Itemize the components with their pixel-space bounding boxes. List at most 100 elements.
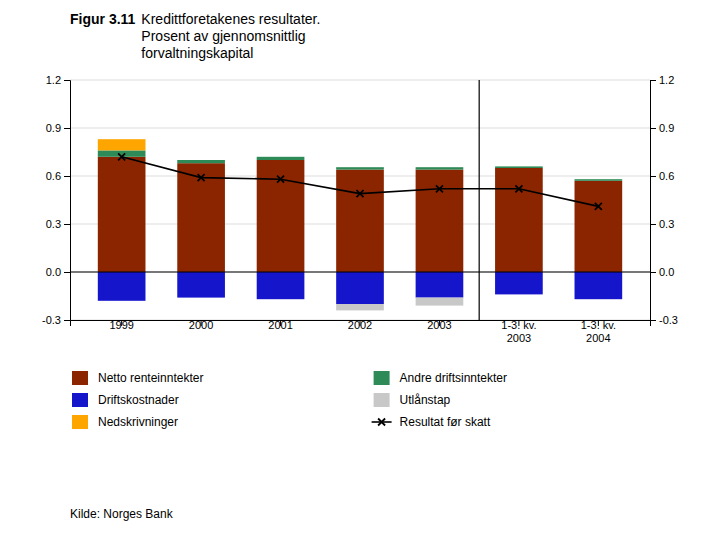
tick-mark xyxy=(650,80,656,81)
bar xyxy=(575,181,623,272)
bar xyxy=(336,272,384,304)
tick-mark xyxy=(650,128,656,129)
subtitle: Kredittforetakenes resultater.Prosent av… xyxy=(141,11,320,61)
bar xyxy=(98,272,146,301)
legend-marker xyxy=(378,419,385,426)
grid-line xyxy=(70,80,650,81)
tick-mark xyxy=(64,176,70,177)
tick-label: 0.6 xyxy=(659,170,674,182)
marker xyxy=(277,176,284,183)
bar xyxy=(257,160,305,272)
bar xyxy=(416,272,464,298)
bar xyxy=(575,179,623,181)
tick-label: 1.2 xyxy=(659,74,674,86)
tick-label: 0.3 xyxy=(46,218,61,230)
y2-tick: 0.6 xyxy=(650,170,674,182)
grid-line xyxy=(70,128,650,129)
tick-label: -0.3 xyxy=(659,314,678,326)
bar xyxy=(416,167,464,168)
legend-label: Driftskostnader xyxy=(98,393,179,407)
x-tick: 1-3. kv.2004 xyxy=(581,319,616,344)
tick-label: 0.0 xyxy=(46,266,61,278)
legend-swatch xyxy=(72,371,88,385)
tick-label: 2003 xyxy=(427,319,451,331)
bar xyxy=(177,160,225,161)
bar xyxy=(495,166,543,168)
y-tick: 0.3 xyxy=(46,218,70,230)
legend-label: Netto renteinntekter xyxy=(98,371,203,385)
subtitle-line: Prosent av gjennomsnittlig xyxy=(141,28,305,44)
x-tick: 2002 xyxy=(348,319,372,331)
y2-axis: -0.3 0.0 0.3 0.6 0.9 1.2 xyxy=(650,74,678,326)
tick-label: 1-3. kv.2003 xyxy=(501,319,536,344)
legend-item: Nedskrivninger xyxy=(72,415,178,429)
legend-label: Andre driftsinntekter xyxy=(400,371,507,385)
tick-mark xyxy=(64,224,70,225)
tick-label: 0.3 xyxy=(659,218,674,230)
tick-label-line: 1999 xyxy=(109,319,133,331)
tick-mark xyxy=(650,224,656,225)
bar xyxy=(336,304,384,310)
subtitle-line: Kredittforetakenes resultater. xyxy=(141,11,320,27)
title: Figur 3.11 xyxy=(70,11,136,27)
tick-label: 2001 xyxy=(268,319,292,331)
legend-swatch xyxy=(374,371,390,385)
x-tick: 2001 xyxy=(268,319,292,331)
chart-svg: -0.30.00.30.60.91.2-0.30.00.30.60.91.219… xyxy=(0,0,720,540)
y2-tick: -0.3 xyxy=(650,314,678,326)
tick-label-line: 2003 xyxy=(427,319,451,331)
tick-label: 0.9 xyxy=(46,122,61,134)
bar xyxy=(416,167,464,169)
chart-container: -0.30.00.30.60.91.2-0.30.00.30.60.91.219… xyxy=(0,0,720,540)
bar xyxy=(257,156,305,157)
y-tick: -0.3 xyxy=(42,314,70,326)
bar xyxy=(575,272,623,299)
tick-label: 0.9 xyxy=(659,122,674,134)
x-tick: 2000 xyxy=(189,319,213,331)
bar xyxy=(177,163,225,272)
bar xyxy=(257,156,305,157)
line xyxy=(122,157,599,207)
marker xyxy=(595,203,602,210)
tick-label: 0.0 xyxy=(659,266,674,278)
bar xyxy=(336,170,384,272)
y2-tick: 0.3 xyxy=(650,218,674,230)
tick-label-line: 2004 xyxy=(586,332,610,344)
marker xyxy=(357,190,364,197)
marker xyxy=(118,153,125,160)
legend-swatch xyxy=(72,415,88,429)
tick-label-line: 2002 xyxy=(348,319,372,331)
legend-item: Andre driftsinntekter xyxy=(374,371,507,385)
tick-mark xyxy=(650,176,656,177)
x-tick: 1999 xyxy=(109,319,133,331)
x-tick: 1-3. kv.2003 xyxy=(501,319,536,344)
bars xyxy=(98,139,622,310)
legend-item: Resultat før skatt xyxy=(372,415,491,429)
tick-label-line: 1-3. kv. xyxy=(501,319,536,331)
tick-label: 1-3. kv.2004 xyxy=(581,319,616,344)
tick-label-line: 2003 xyxy=(507,332,531,344)
axis-line xyxy=(64,81,71,321)
y-tick: 0.9 xyxy=(46,122,70,134)
bar xyxy=(495,168,543,272)
bar xyxy=(495,166,543,167)
tick-label: 2000 xyxy=(189,319,213,331)
bar xyxy=(257,272,305,299)
y-tick: 1.2 xyxy=(46,74,70,86)
zero-line xyxy=(70,272,650,273)
y-axis: -0.30.00.30.60.91.2 xyxy=(42,74,70,326)
bar xyxy=(98,139,146,150)
legend-label: Resultat før skatt xyxy=(400,415,491,429)
tick-mark xyxy=(64,320,70,321)
bar xyxy=(416,298,464,306)
legend-swatch xyxy=(72,393,88,407)
y-tick: 0.0 xyxy=(46,266,70,278)
bar xyxy=(495,166,543,167)
marker xyxy=(436,185,443,192)
grid-line xyxy=(70,272,650,273)
axis-line xyxy=(651,81,657,321)
y2-tick: 0.9 xyxy=(650,122,674,134)
bar xyxy=(98,157,146,272)
grid xyxy=(70,80,650,320)
tick-label: 2002 xyxy=(348,319,372,331)
